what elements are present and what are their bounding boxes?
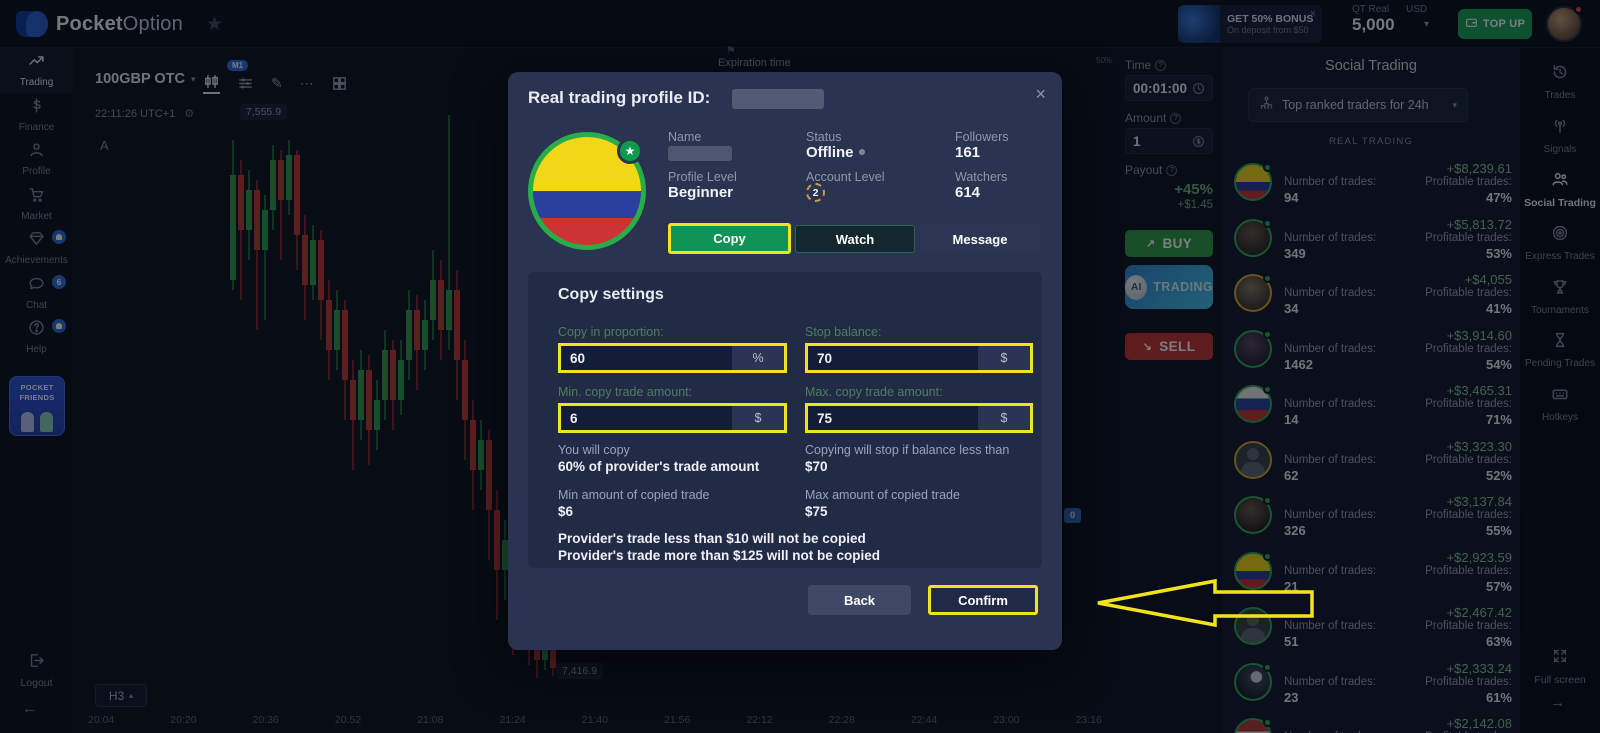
offline-dot xyxy=(858,149,865,155)
watchers-label: Watchers xyxy=(955,170,1008,184)
profile-level-value: Beginner xyxy=(668,184,734,201)
copy-settings-panel: Copy settings Copy in proportion: % Stop… xyxy=(528,272,1042,568)
copy-proportion-input[interactable] xyxy=(561,346,732,370)
message-button[interactable]: Message xyxy=(920,225,1040,253)
account-level-badge: 2 xyxy=(806,183,825,202)
you-will-copy-label: You will copy xyxy=(558,443,630,457)
min-copied-value: $6 xyxy=(558,504,574,519)
profile-id-redacted xyxy=(732,89,824,109)
profile-avatar-colombia-flag xyxy=(528,132,646,250)
min-copied-label: Min amount of copied trade xyxy=(558,488,710,502)
max-copied-value: $75 xyxy=(805,504,828,519)
followers-label: Followers xyxy=(955,130,1009,144)
close-icon[interactable]: × xyxy=(1035,84,1046,104)
dollar-unit: $ xyxy=(978,346,1030,370)
account-level-label: Account Level xyxy=(806,170,885,184)
followers-value: 161 xyxy=(955,144,981,161)
stop-if-balance-value: $70 xyxy=(805,459,828,474)
modal-title: Real trading profile ID: xyxy=(528,88,711,107)
copy-button[interactable]: Copy xyxy=(668,223,791,254)
watchers-value: 614 xyxy=(955,184,981,201)
warning-max-trade: Provider's trade more than $125 will not… xyxy=(558,548,881,563)
confirm-button[interactable]: Confirm xyxy=(928,585,1038,615)
back-button[interactable]: Back xyxy=(808,585,911,615)
copy-settings-heading: Copy settings xyxy=(558,286,664,303)
stop-balance-input[interactable] xyxy=(808,346,978,370)
profile-level-label: Profile Level xyxy=(668,170,737,184)
dollar-unit: $ xyxy=(978,406,1030,430)
status-label: Status xyxy=(806,130,842,144)
max-copied-label: Max amount of copied trade xyxy=(805,488,960,502)
name-redacted xyxy=(668,146,732,161)
watch-button[interactable]: Watch xyxy=(795,225,915,253)
copy-proportion-input-wrap: % xyxy=(558,343,787,373)
stop-balance-input-wrap: $ xyxy=(805,343,1033,373)
stop-if-balance-label: Copying will stop if balance less than xyxy=(805,443,1010,457)
max-copy-label: Max. copy trade amount: xyxy=(805,385,943,399)
max-copy-input-wrap: $ xyxy=(805,403,1033,433)
trading-profile-modal: Real trading profile ID: × ★ Name Status… xyxy=(508,72,1062,650)
min-copy-input[interactable] xyxy=(561,406,732,430)
percent-unit: % xyxy=(732,346,784,370)
min-copy-input-wrap: $ xyxy=(558,403,787,433)
stop-balance-label: Stop balance: xyxy=(805,325,882,339)
warning-min-trade: Provider's trade less than $10 will not … xyxy=(558,531,866,546)
copy-proportion-label: Copy in proportion: xyxy=(558,325,664,339)
min-copy-label: Min. copy trade amount: xyxy=(558,385,693,399)
dollar-unit: $ xyxy=(732,406,784,430)
status-value: Offline xyxy=(806,144,865,161)
verified-star-badge: ★ xyxy=(617,138,643,164)
max-copy-input[interactable] xyxy=(808,406,978,430)
you-will-copy-value: 60% of provider's trade amount xyxy=(558,459,760,474)
name-label: Name xyxy=(668,130,702,144)
